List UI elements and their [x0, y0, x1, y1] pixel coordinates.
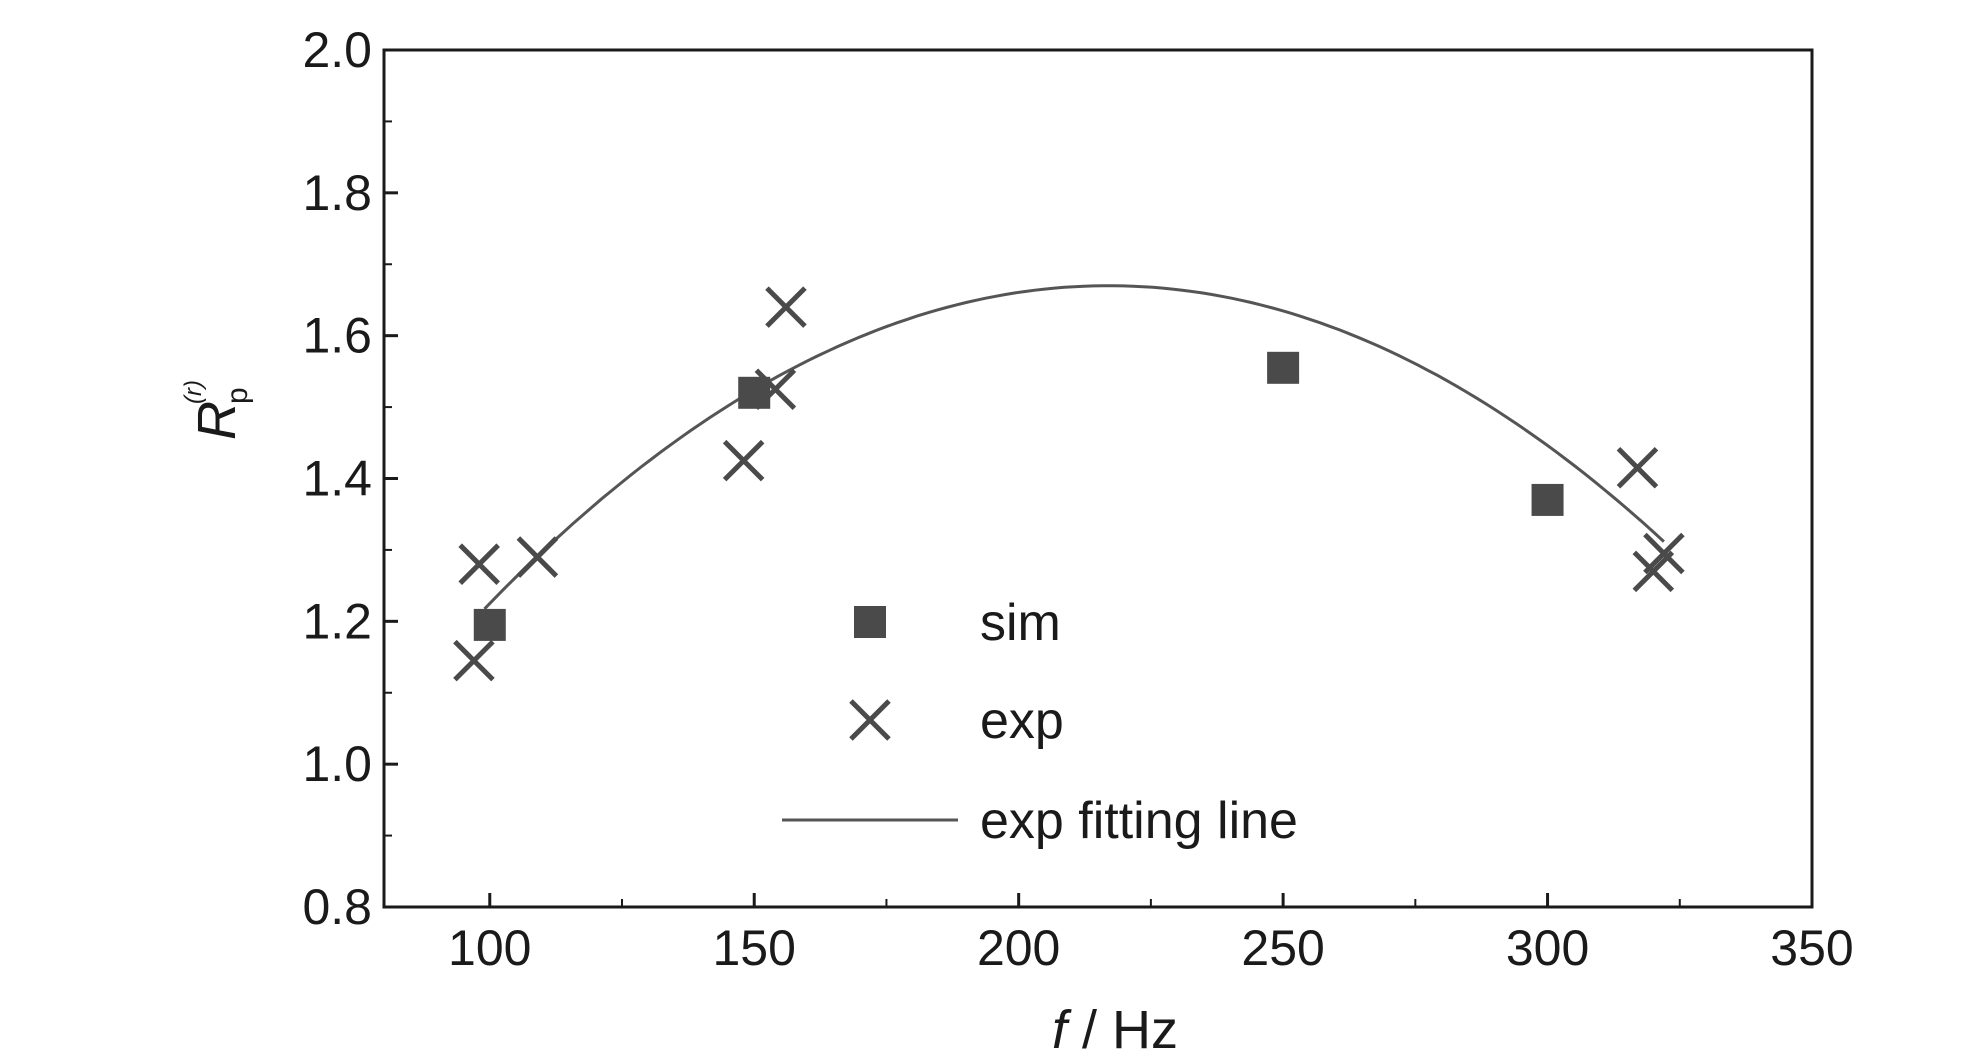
exp-point [516, 536, 559, 578]
legend: sim exp exp fitting line [782, 594, 1298, 850]
y-axis-label: R p (r) [180, 380, 254, 440]
x-tick-label: 250 [1241, 920, 1324, 976]
plot-frame [382, 48, 1814, 909]
marker-layer [453, 286, 1685, 682]
exp-point [453, 639, 495, 682]
x-axis-label: f / Hz [1052, 1000, 1178, 1060]
y-axis-label-main: R [187, 401, 247, 440]
legend-label: exp fitting line [980, 792, 1298, 850]
exp-point [754, 368, 797, 410]
x-axis-label-unit: / Hz [1067, 1000, 1178, 1060]
y-axis-label-sup: (r) [180, 380, 207, 404]
legend-label: exp [980, 692, 1064, 750]
sim-point [1531, 483, 1564, 516]
exp-point [722, 439, 765, 482]
y-tick-label: 0.8 [302, 879, 372, 935]
axes-layer: 100 150 200 250 300 350 0.8 1.0 1.2 1.4 1.6 1.8 2.0 [302, 22, 1853, 976]
legend-sim-marker [854, 606, 886, 638]
legend-exp-marker [849, 699, 891, 741]
y-tick-label: 1.6 [302, 308, 372, 364]
svg-text:R: R [187, 401, 247, 440]
exp-point [1616, 447, 1659, 489]
x-tick-label: 150 [713, 920, 796, 976]
y-tick-label: 1.8 [302, 165, 372, 221]
exp-point [1643, 532, 1685, 575]
x-tick-label: 200 [977, 920, 1060, 976]
y-tick-label: 1.0 [302, 736, 372, 792]
y-axis-label-sub: p [221, 387, 254, 404]
fit-line-layer [483, 284, 1665, 610]
exp-point [765, 286, 807, 328]
legend-label: sim [980, 594, 1061, 652]
sim-point [1267, 351, 1300, 384]
x-axis-label-var: f [1052, 1000, 1072, 1060]
x-tick-label: 300 [1506, 920, 1589, 976]
exp-point [458, 543, 500, 585]
y-tick-label: 1.2 [302, 593, 372, 649]
y-tick-label: 1.4 [302, 451, 372, 507]
x-tick-label: 100 [448, 920, 531, 976]
fit-line [483, 284, 1665, 610]
x-tick-label: 350 [1770, 920, 1853, 976]
y-tick-label: 2.0 [302, 22, 372, 78]
sim-point [473, 608, 506, 641]
